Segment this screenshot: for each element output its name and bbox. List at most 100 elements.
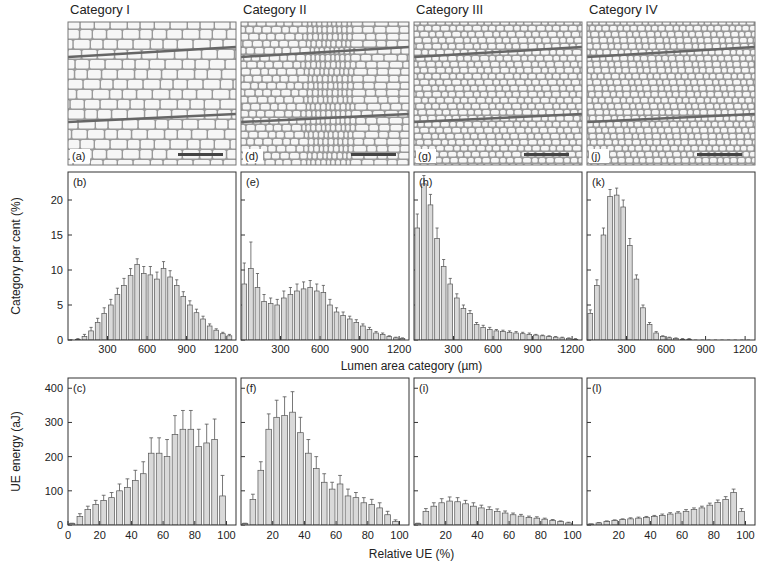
- cell: [291, 139, 298, 145]
- cell: [241, 97, 247, 103]
- cell: [561, 26, 568, 31]
- cell: [521, 74, 527, 79]
- cell: [613, 140, 618, 145]
- cell: [309, 146, 313, 152]
- cell: [683, 32, 688, 37]
- image-title: Category I: [70, 2, 130, 17]
- cell: [696, 32, 702, 37]
- cell: [274, 62, 282, 68]
- cell: [625, 134, 632, 139]
- cell: [518, 146, 523, 151]
- cell: [331, 62, 335, 68]
- cell: [318, 76, 322, 82]
- cell: [662, 98, 668, 103]
- cell: [519, 134, 527, 139]
- cell: [633, 32, 638, 37]
- cell: [319, 139, 322, 145]
- cell: [671, 104, 677, 109]
- image-title: Category III: [416, 2, 483, 17]
- cell: [525, 146, 531, 151]
- cell: [578, 26, 582, 31]
- cell: [204, 80, 220, 89]
- cell: [333, 153, 337, 159]
- cell: [677, 80, 684, 85]
- cell: [312, 111, 315, 117]
- cell: [456, 140, 463, 145]
- cell: [290, 27, 297, 33]
- cell: [171, 140, 187, 149]
- cell: [633, 74, 639, 79]
- cell: [615, 44, 620, 49]
- bar: [115, 295, 120, 341]
- cell: [500, 80, 506, 85]
- cell: [378, 62, 389, 68]
- micrograph: [587, 22, 755, 165]
- y-tick: [241, 235, 245, 236]
- cell: [336, 55, 339, 61]
- cell: [680, 128, 685, 133]
- cell: [648, 56, 655, 61]
- cell: [693, 128, 699, 133]
- cell: [672, 128, 679, 133]
- cell: [561, 140, 569, 145]
- cell: [433, 140, 441, 145]
- cell: [472, 152, 479, 157]
- cell: [414, 50, 421, 55]
- bar: [242, 284, 247, 340]
- cell: [671, 44, 676, 49]
- cell: [156, 120, 167, 129]
- cell: [285, 111, 291, 117]
- cell: [211, 160, 222, 165]
- cell: [514, 26, 519, 31]
- cell: [536, 56, 543, 61]
- cell: [415, 134, 422, 139]
- bar: [168, 277, 173, 340]
- cell: [317, 41, 321, 47]
- cell: [80, 30, 91, 39]
- cell: [599, 98, 604, 103]
- cell: [524, 68, 531, 73]
- cell: [734, 104, 741, 109]
- cell: [691, 80, 696, 85]
- cell: [529, 74, 536, 79]
- error-bar: [195, 309, 198, 313]
- cell: [449, 140, 455, 145]
- cell: [433, 92, 441, 97]
- bar: [95, 323, 100, 341]
- cell: [474, 140, 479, 145]
- cell: [213, 30, 226, 39]
- cell: [450, 122, 455, 127]
- cell: [687, 86, 692, 91]
- cell: [343, 153, 346, 159]
- cell: [375, 83, 386, 89]
- cell: [241, 132, 248, 138]
- cell: [712, 122, 717, 127]
- cell: [118, 40, 132, 49]
- cell: [693, 62, 698, 67]
- cell: [324, 139, 328, 145]
- cell: [622, 44, 628, 49]
- cell: [511, 38, 518, 43]
- cell: [255, 48, 263, 54]
- cell: [469, 146, 476, 151]
- cell: [317, 62, 320, 68]
- cell: [363, 27, 373, 33]
- cell: [561, 122, 568, 127]
- cell: [523, 62, 531, 67]
- cell: [707, 68, 713, 73]
- error-cap: [155, 272, 158, 273]
- cell: [390, 118, 402, 124]
- cell: [141, 22, 154, 29]
- cell: [497, 44, 505, 49]
- cell: [607, 122, 613, 127]
- cell: [625, 152, 630, 157]
- cell: [376, 76, 388, 82]
- cell: [451, 62, 458, 67]
- cell: [560, 134, 565, 139]
- cell: [75, 70, 86, 79]
- cell: [493, 146, 499, 151]
- cell: [389, 97, 399, 103]
- cell: [389, 22, 398, 26]
- cell: [742, 104, 747, 109]
- cell: [326, 125, 329, 131]
